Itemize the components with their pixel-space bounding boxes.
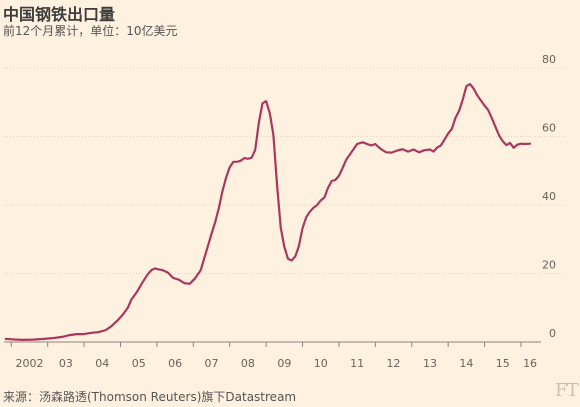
- x-tick-label: 10: [314, 357, 328, 370]
- x-tick-label: 14: [459, 357, 473, 370]
- y-tick-labels: 0 20 40 60 80: [542, 53, 556, 340]
- x-tick-label: 13: [423, 357, 437, 370]
- x-tick-label: 15: [496, 357, 510, 370]
- series-line-0: [4, 82, 532, 341]
- x-tick-label: 16: [523, 357, 537, 370]
- y-tick-label: 20: [542, 259, 556, 272]
- x-tick-label: 11: [350, 357, 364, 370]
- x-axis: [4, 341, 541, 347]
- x-tick-label: 03: [59, 357, 73, 370]
- series-layer: [4, 82, 532, 341]
- source-note: 来源：汤森路透(Thomson Reuters)旗下Datastream: [3, 390, 297, 404]
- y-tick-label: 60: [542, 122, 556, 135]
- x-tick-labels: 2002 03 04 05 06 07 08 09 10 11 12 13 14 15 16: [15, 357, 537, 370]
- chart-title: 中国钢铁出口量: [3, 5, 116, 24]
- y-tick-label: 0: [549, 327, 556, 340]
- x-tick-label: 05: [132, 357, 146, 370]
- chart-subtitle: 前12个月累计，单位：10亿美元: [3, 24, 178, 38]
- grid-lines: [4, 67, 565, 274]
- x-tick-label: 06: [168, 357, 182, 370]
- y-tick-label: 80: [542, 53, 556, 66]
- ft-logo: FT: [555, 380, 578, 401]
- x-tick-label: 07: [205, 357, 219, 370]
- x-tick-label: 2002: [15, 357, 43, 370]
- y-tick-label: 40: [542, 190, 556, 203]
- x-tick-label: 12: [387, 357, 401, 370]
- x-tick-label: 08: [241, 357, 255, 370]
- x-tick-label: 04: [95, 357, 109, 370]
- x-tick-label: 09: [277, 357, 291, 370]
